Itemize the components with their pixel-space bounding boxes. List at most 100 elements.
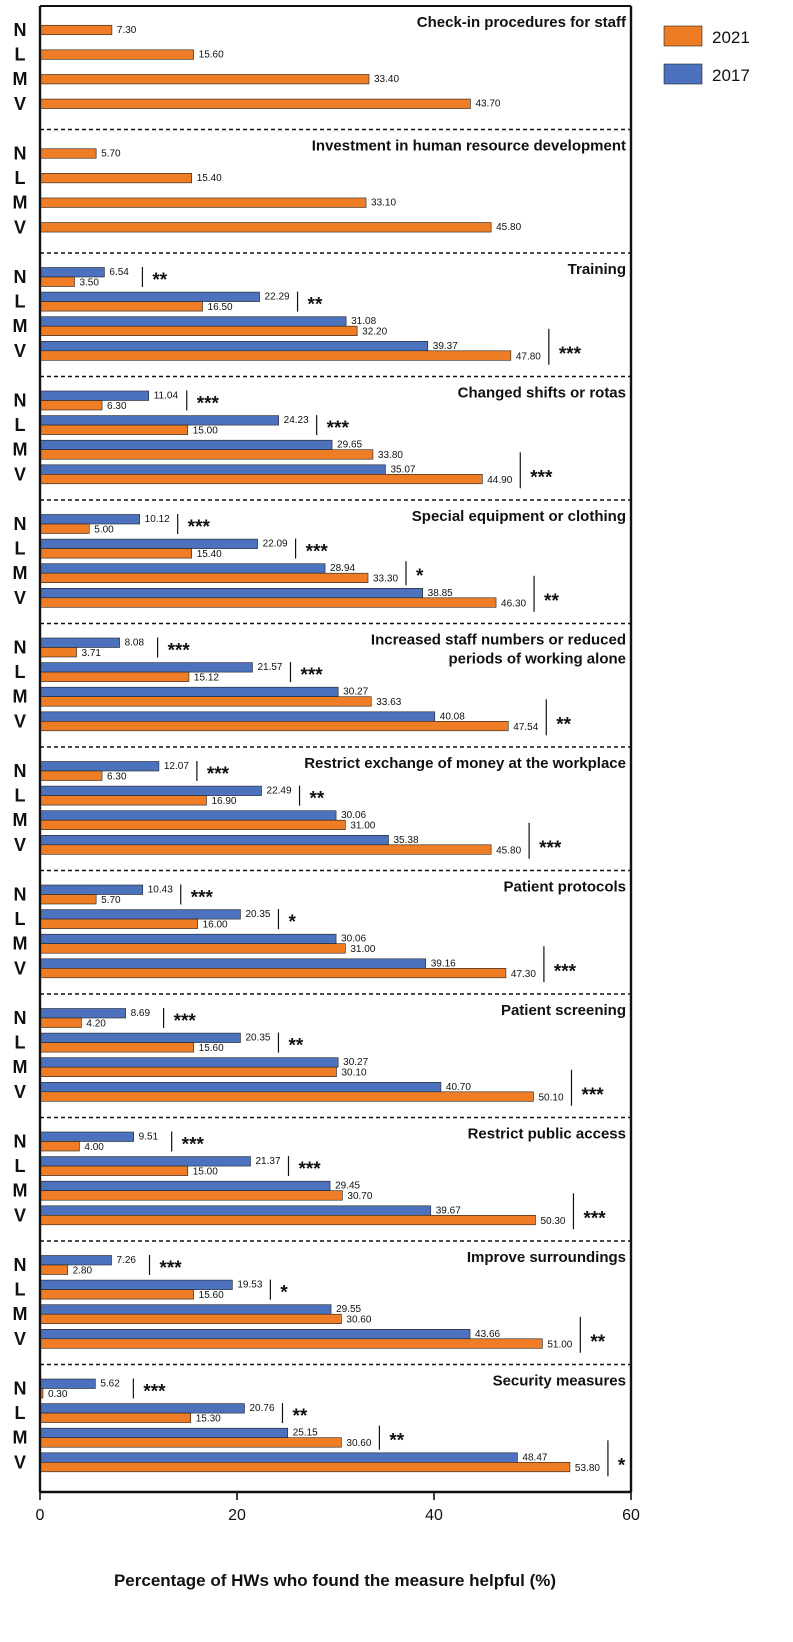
data-label-2017: 40.70 xyxy=(446,1082,471,1093)
data-label-2017: 7.26 xyxy=(117,1255,137,1266)
bar-2021 xyxy=(39,1289,194,1300)
significance-marker: *** xyxy=(143,1382,166,1403)
x-tick-label: 60 xyxy=(622,1507,640,1524)
significance-marker: *** xyxy=(160,1258,183,1279)
data-label-2021: 45.80 xyxy=(496,222,521,233)
data-label-2017: 12.07 xyxy=(164,761,189,772)
data-label-2021: 31.00 xyxy=(350,944,375,955)
data-label-2021: 15.60 xyxy=(199,1043,224,1054)
bar-2017 xyxy=(39,1427,289,1438)
data-label-2021: 33.80 xyxy=(378,450,403,461)
category-label: V xyxy=(14,958,26,978)
bar-2021 xyxy=(39,173,192,184)
bar-2021 xyxy=(39,98,471,109)
category-label: L xyxy=(15,415,26,435)
data-label-2021: 33.10 xyxy=(371,197,396,208)
data-label-2021: 4.00 xyxy=(84,1142,104,1153)
x-tick-label: 40 xyxy=(425,1507,443,1524)
panel-title: Restrict exchange of money at the workpl… xyxy=(304,755,626,772)
data-label-2017: 6.54 xyxy=(109,267,129,278)
bar-2017 xyxy=(39,810,337,821)
bar-2017 xyxy=(39,464,386,475)
bar-2021 xyxy=(39,1313,342,1324)
significance-marker: *** xyxy=(306,542,329,563)
bar-2021 xyxy=(39,894,97,905)
bar-2017 xyxy=(39,1156,251,1167)
data-label-2021: 44.90 xyxy=(487,475,512,486)
data-label-2021: 53.80 xyxy=(575,1463,600,1474)
data-label-2021: 5.00 xyxy=(94,525,114,536)
data-label-2017: 20.35 xyxy=(245,1033,270,1044)
category-label: N xyxy=(14,885,27,905)
category-label: V xyxy=(14,1452,26,1472)
data-label-2021: 15.00 xyxy=(193,426,218,437)
bar-2021 xyxy=(39,548,192,559)
legend-swatch-2017 xyxy=(663,63,703,85)
data-label-2021: 6.30 xyxy=(107,401,127,412)
data-label-2021: 0.30 xyxy=(48,1389,68,1400)
data-label-2017: 40.08 xyxy=(440,711,465,722)
panel-title: Training xyxy=(568,261,626,278)
category-label: V xyxy=(14,1205,26,1225)
bar-2021 xyxy=(39,1437,342,1448)
category-label: M xyxy=(13,563,28,583)
bar-2017 xyxy=(39,1378,96,1389)
category-label: M xyxy=(13,1057,28,1077)
category-label: L xyxy=(15,539,26,559)
data-label-2021: 45.80 xyxy=(496,845,521,856)
category-label: L xyxy=(15,662,26,682)
category-label: N xyxy=(14,1132,27,1152)
significance-marker: *** xyxy=(174,1011,197,1032)
data-label-2017: 22.29 xyxy=(265,292,290,303)
significance-marker: *** xyxy=(530,467,553,488)
data-label-2021: 5.70 xyxy=(101,895,121,906)
bar-2017 xyxy=(39,1032,241,1043)
significance-marker: *** xyxy=(168,641,191,662)
category-label: M xyxy=(13,934,28,954)
bar-2017 xyxy=(39,785,262,796)
category-label: V xyxy=(14,341,26,361)
panel-title: Restrict public access xyxy=(468,1126,626,1143)
category-label: L xyxy=(15,45,26,65)
panel-title: Patient protocols xyxy=(503,879,626,896)
data-label-2021: 33.63 xyxy=(376,697,401,708)
bar-2021 xyxy=(39,720,509,732)
data-label-2017: 43.66 xyxy=(475,1329,500,1340)
bar-2021 xyxy=(39,197,367,208)
category-label: M xyxy=(13,440,28,460)
legend-label-2021: 2021 xyxy=(712,28,750,47)
panel-title: Security measures xyxy=(493,1373,626,1390)
bar-2021 xyxy=(39,844,492,855)
data-label-2017: 5.62 xyxy=(100,1379,120,1390)
legend-swatch-2021 xyxy=(663,25,703,47)
data-label-2017: 24.23 xyxy=(284,415,309,426)
data-label-2021: 15.40 xyxy=(197,549,222,560)
bar-2021 xyxy=(39,597,497,608)
category-label: L xyxy=(15,1403,26,1423)
category-label: L xyxy=(15,168,26,188)
category-label: V xyxy=(14,217,26,237)
bar-2017 xyxy=(39,415,279,426)
bar-2021 xyxy=(39,148,97,159)
category-label: V xyxy=(14,94,26,114)
bar-2017 xyxy=(39,1057,339,1068)
significance-marker: ** xyxy=(292,1406,307,1427)
category-label: M xyxy=(13,687,28,707)
data-label-2017: 39.67 xyxy=(436,1205,461,1216)
bar-2017 xyxy=(39,1180,331,1191)
bar-2021 xyxy=(39,696,372,707)
significance-marker: *** xyxy=(581,1085,604,1106)
bar-2017 xyxy=(39,1329,471,1340)
data-label-2021: 46.30 xyxy=(501,598,526,609)
data-label-2017: 28.94 xyxy=(330,563,355,574)
panel-title: Increased staff numbers or reduced xyxy=(371,632,626,649)
data-label-2017: 30.27 xyxy=(343,687,368,698)
data-label-2021: 50.30 xyxy=(540,1216,565,1227)
data-label-2017: 39.37 xyxy=(433,341,458,352)
significance-marker: * xyxy=(280,1283,288,1304)
bar-2017 xyxy=(39,1131,134,1142)
data-label-2017: 30.06 xyxy=(341,934,366,945)
data-label-2017: 9.51 xyxy=(139,1132,159,1143)
data-label-2017: 31.08 xyxy=(351,316,376,327)
